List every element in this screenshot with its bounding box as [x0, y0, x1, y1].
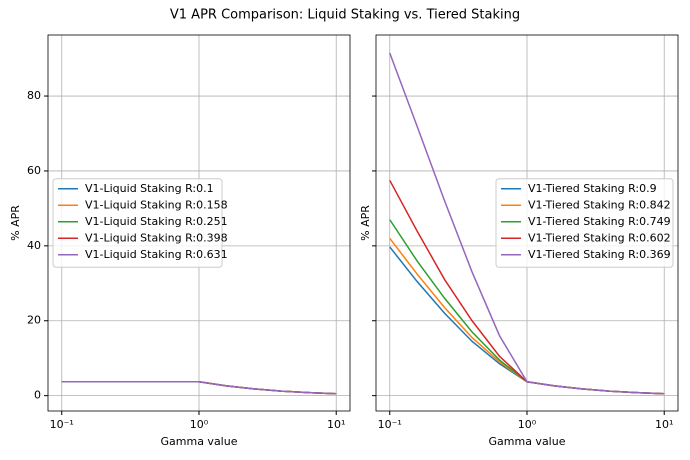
x-tick-label: 10⁰ — [518, 418, 537, 431]
y-tick-label: 40 — [27, 239, 41, 252]
legend-label: V1-Liquid Staking R:0.1 — [85, 182, 214, 195]
legend-box — [495, 178, 674, 268]
legend-label: V1-Liquid Staking R:0.158 — [85, 198, 228, 211]
y-tick-label: 80 — [27, 89, 41, 102]
figure-title: V1 APR Comparison: Liquid Staking vs. Ti… — [170, 8, 520, 23]
y-tick-label: 60 — [27, 164, 41, 177]
legend-label: V1-Tiered Staking R:0.602 — [528, 231, 671, 244]
axes-frame — [375, 34, 679, 412]
legend-label: V1-Liquid Staking R:0.251 — [85, 215, 228, 228]
x-tick-label: 10⁰ — [190, 418, 209, 431]
x-tick-label: 10¹ — [327, 418, 345, 431]
y-axis-label: % APR — [359, 205, 372, 241]
x-tick-label: 10⁻¹ — [50, 418, 74, 431]
line — [61, 381, 337, 395]
legend-box — [52, 178, 223, 268]
y-tick-label: 0 — [34, 389, 41, 402]
subplot: 10⁻¹ 10⁰ 10¹ Gamma value % APR V1-Tiered Stak… — [359, 34, 679, 448]
y-axis-label: % APR — [9, 205, 22, 241]
legend-label: V1-Liquid Staking R:0.398 — [85, 231, 228, 244]
x-tick-label: 10⁻¹ — [378, 418, 402, 431]
axes-frame — [47, 34, 351, 412]
x-axis-label: Gamma value — [161, 435, 238, 448]
legend-label: V1-Tiered Staking R:0.369 — [528, 248, 671, 261]
legend-label: V1-Tiered Staking R:0.9 — [528, 182, 657, 195]
legend: V1-Liquid Staking R:0.1 V1-Liquid Staking… — [52, 178, 228, 268]
x-tick-label: 10¹ — [655, 418, 673, 431]
y-tick-label: 20 — [27, 314, 41, 327]
subplot: 0 20 40 60 80 10⁻¹ 10⁰ 10¹ Gamma value % APR V1-Li… — [9, 34, 351, 448]
x-axis-label: Gamma value — [489, 435, 566, 448]
legend: V1-Tiered Staking R:0.9 V1-Tiered Staking… — [495, 178, 674, 268]
line — [389, 52, 665, 395]
legend-label: V1-Liquid Staking R:0.631 — [85, 248, 228, 261]
legend-label: V1-Tiered Staking R:0.749 — [528, 215, 671, 228]
legend-label: V1-Tiered Staking R:0.842 — [528, 198, 671, 211]
